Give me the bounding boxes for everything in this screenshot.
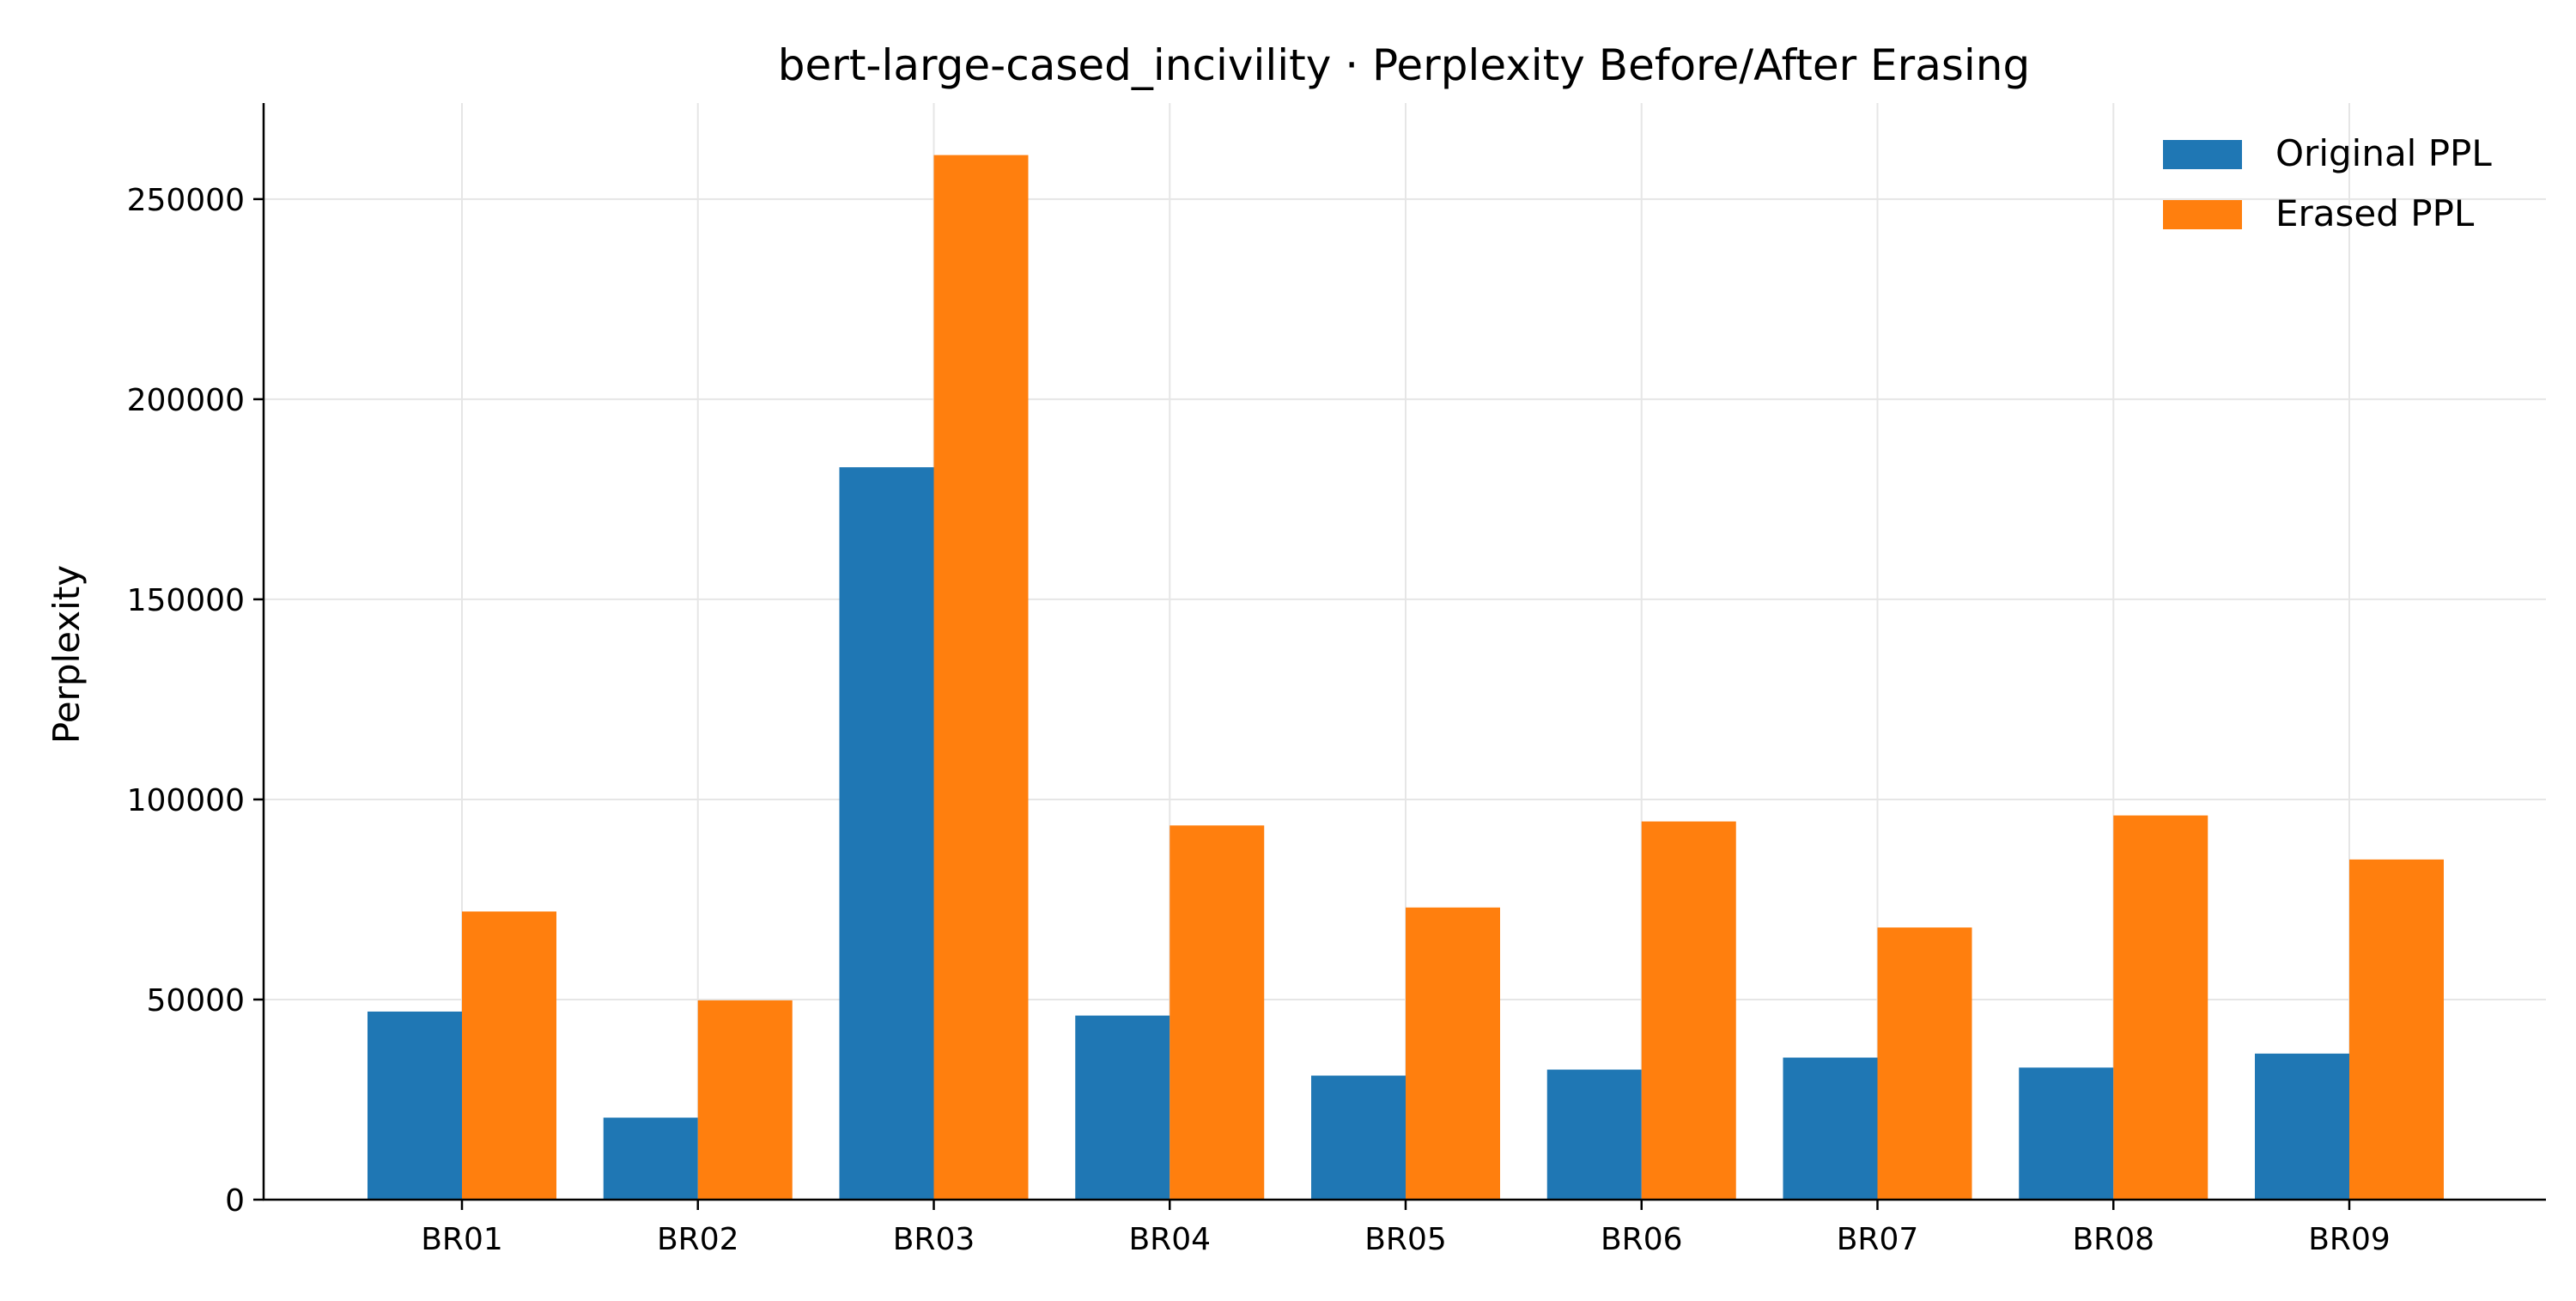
axes — [253, 103, 2546, 1210]
x-tick-label-2: BR03 — [893, 1222, 975, 1257]
bar-br03-erased — [933, 155, 1029, 1200]
y-axis-title: Perplexity — [46, 565, 88, 744]
y-tick-label-3: 150000 — [127, 583, 245, 618]
x-tick-label-0: BR01 — [421, 1222, 503, 1257]
x-tick-label-6: BR07 — [1837, 1222, 1919, 1257]
x-tick-label-5: BR06 — [1601, 1222, 1683, 1257]
y-tick-label-4: 200000 — [127, 383, 245, 418]
x-tick-label-8: BR09 — [2308, 1222, 2391, 1257]
y-tick-label-1: 50000 — [146, 983, 245, 1018]
legend: Original PPL Erased PPL — [2163, 132, 2492, 234]
legend-swatch-original — [2163, 140, 2242, 169]
chart-title: bert-large-cased_incivility · Perplexity… — [778, 40, 2030, 90]
bar-br04-erased — [1170, 825, 1265, 1200]
bar-br06-erased — [1641, 821, 1736, 1200]
bar-br05-erased — [1406, 907, 1500, 1200]
legend-label-erased: Erased PPL — [2275, 192, 2475, 234]
y-tick-label-0: 0 — [225, 1183, 245, 1219]
bar-br02-erased — [697, 1000, 793, 1200]
bars — [368, 155, 2444, 1200]
bar-br02-original — [603, 1117, 698, 1200]
tick-labels: 0 50000 100000 150000 200000 250000 BR01 BR02 BR… — [127, 183, 2391, 1257]
legend-label-original: Original PPL — [2275, 132, 2492, 174]
bar-br09-original — [2255, 1053, 2349, 1200]
bar-br05-original — [1311, 1075, 1406, 1200]
bar-br01-erased — [462, 911, 556, 1200]
bar-br08-erased — [2113, 815, 2208, 1200]
bar-br01-original — [368, 1011, 462, 1200]
bar-br04-original — [1075, 1015, 1170, 1200]
bar-br08-original — [2019, 1067, 2114, 1200]
x-tick-label-3: BR04 — [1128, 1222, 1211, 1257]
y-tick-label-5: 250000 — [127, 183, 245, 218]
y-tick-label-2: 100000 — [127, 783, 245, 818]
x-tick-label-1: BR02 — [657, 1222, 739, 1257]
bar-br07-original — [1783, 1057, 1878, 1200]
bar-br06-original — [1546, 1069, 1642, 1200]
x-tick-label-7: BR08 — [2072, 1222, 2154, 1257]
legend-swatch-erased — [2163, 200, 2242, 229]
bar-br03-original — [839, 467, 934, 1200]
bar-br09-erased — [2349, 859, 2444, 1200]
bar-br07-erased — [1877, 927, 1972, 1200]
x-tick-label-4: BR05 — [1364, 1222, 1447, 1257]
